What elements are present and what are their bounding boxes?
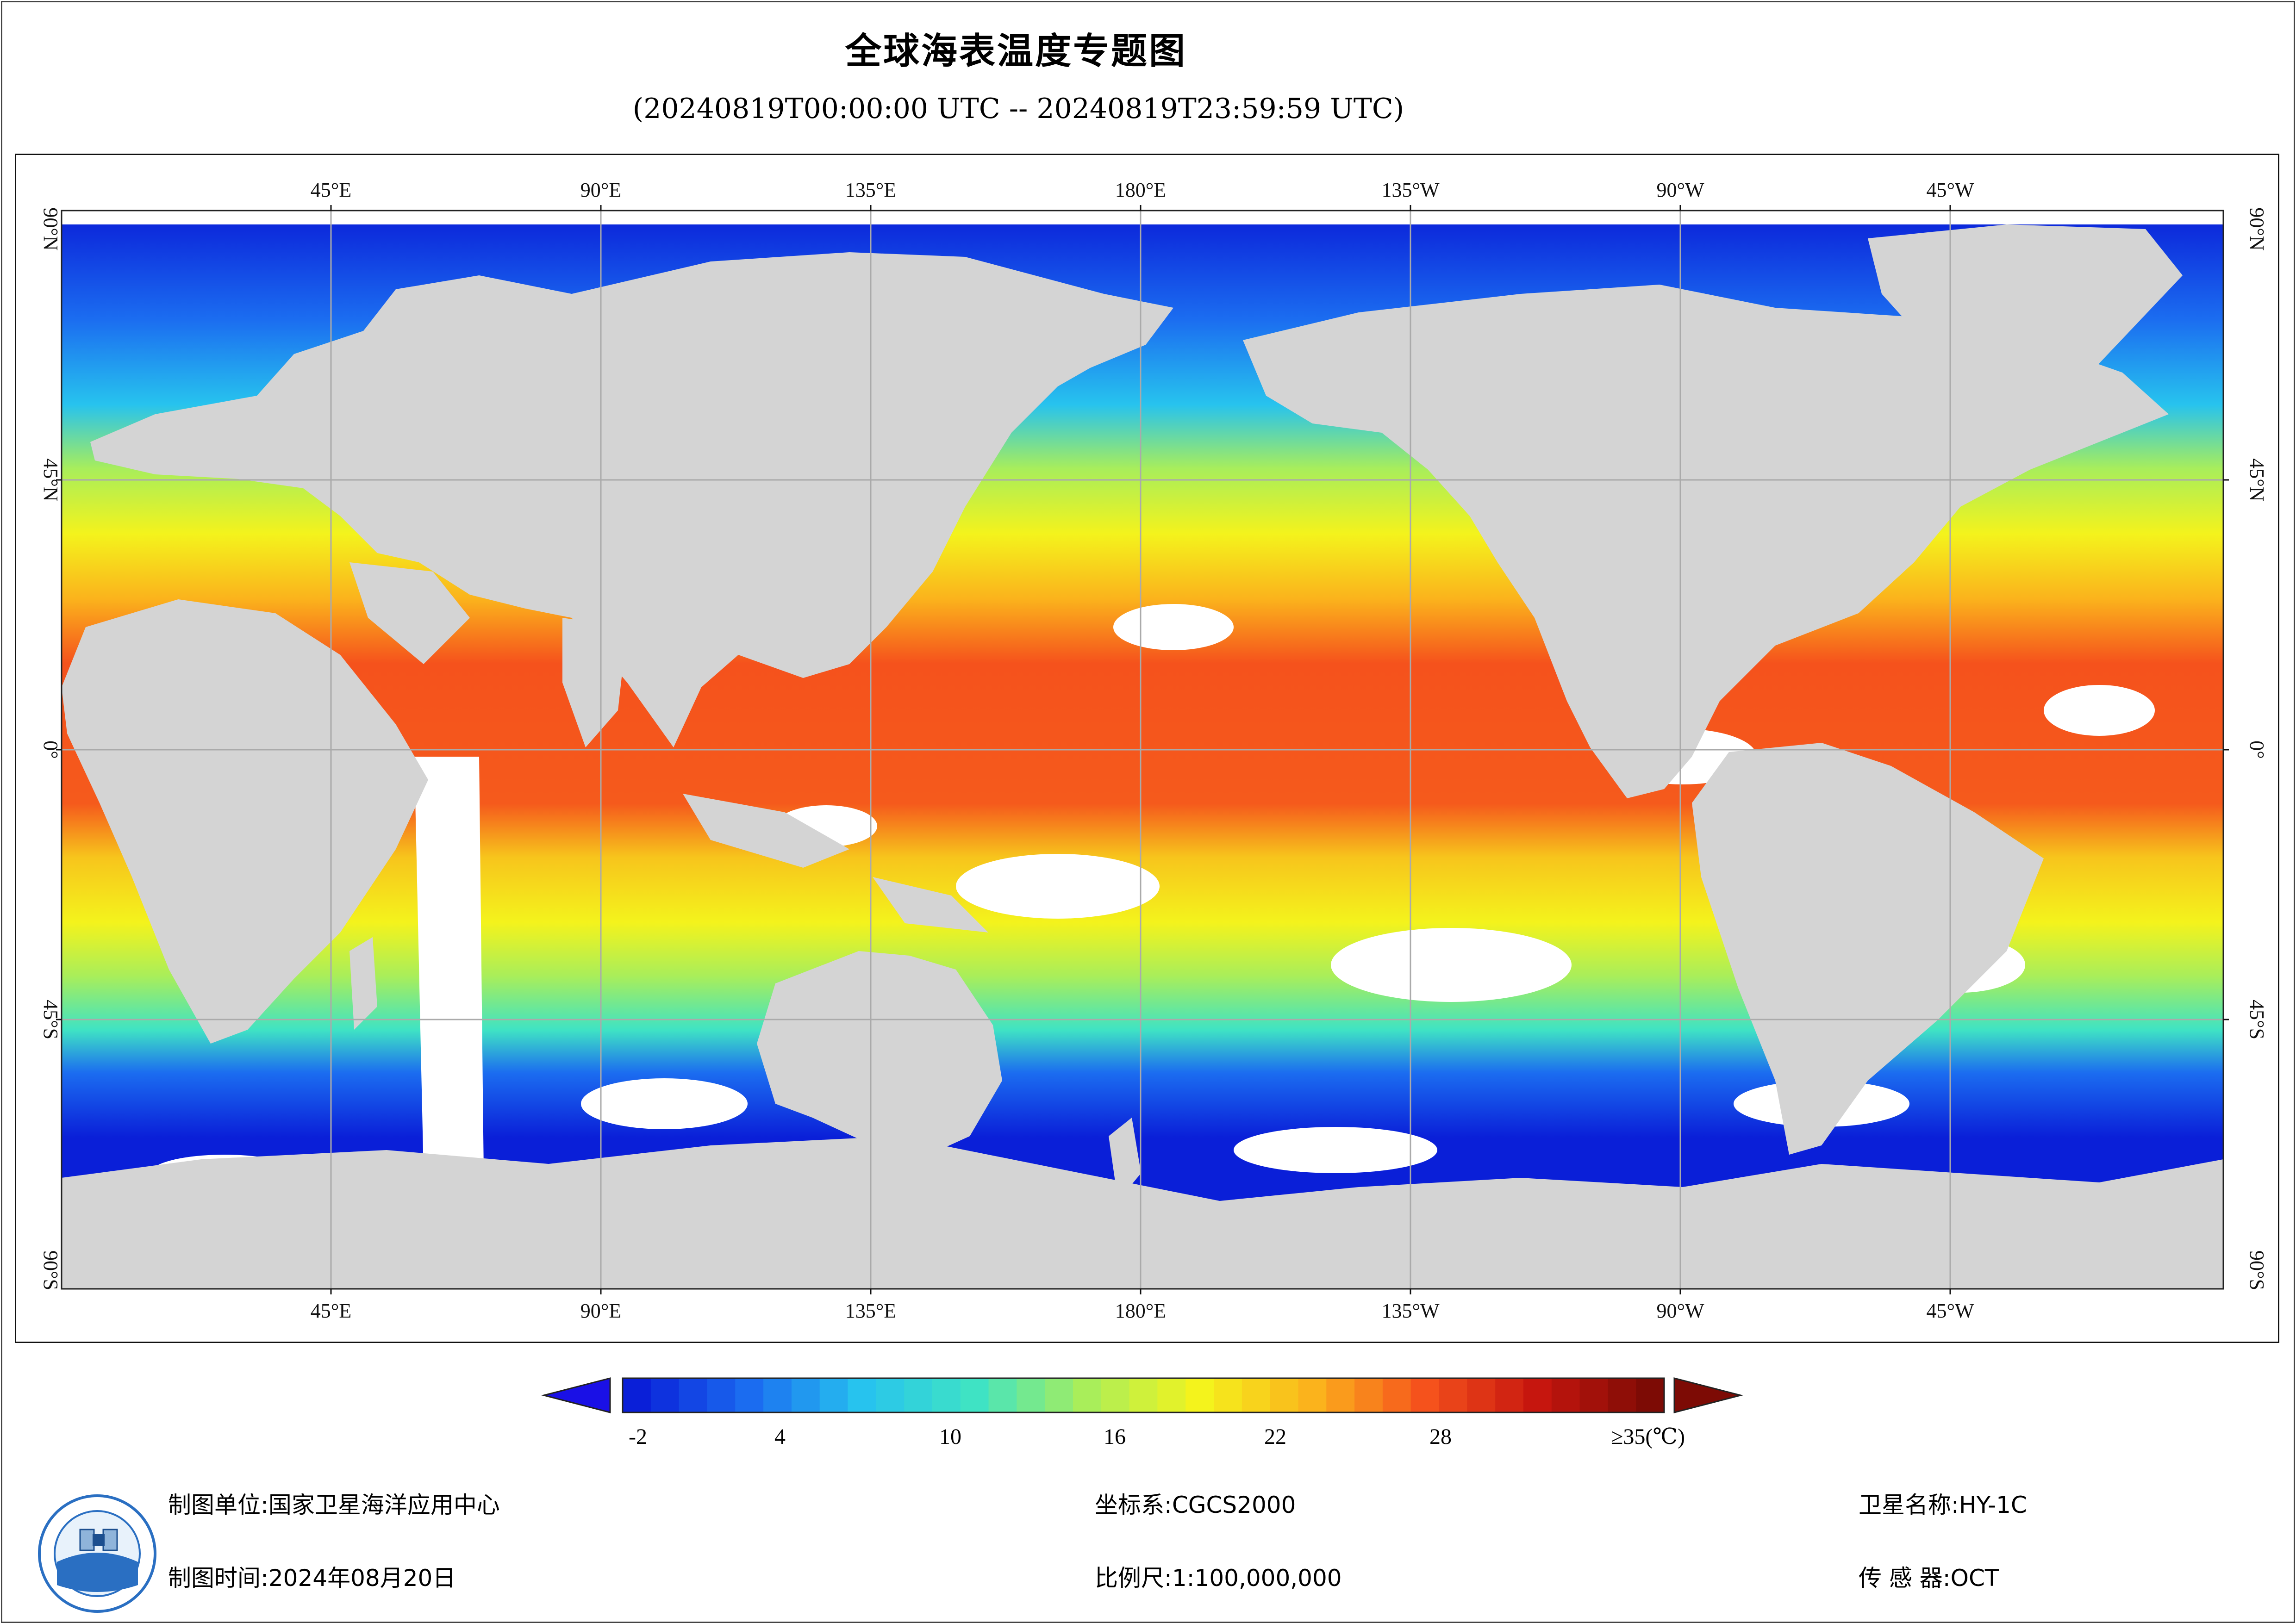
- footer-unit-label: 制图单位:: [168, 1492, 268, 1518]
- lon-label-bottom-180e: 180°E: [1115, 1300, 1166, 1322]
- lat-label-left-45s: 45°S: [39, 1000, 62, 1039]
- lon-label-top-90e: 90°E: [580, 179, 621, 201]
- footer-sensor-value: OCT: [1950, 1565, 1999, 1592]
- lat-label-left-0: 0°: [39, 740, 62, 759]
- lon-label-bottom-45w: 45°W: [1926, 1300, 1974, 1322]
- lon-label-top-45e: 45°E: [311, 179, 351, 201]
- lon-label-bottom-45e: 45°E: [311, 1300, 351, 1322]
- footer-time-label: 制图时间:: [168, 1565, 268, 1592]
- map-title: 全球海表温度专题图: [845, 31, 1187, 72]
- tick-marks: [56, 205, 2229, 1294]
- land-masses: [62, 224, 2223, 1289]
- lon-label-top-135e: 135°E: [845, 179, 896, 201]
- footer-crs: 坐标系:CGCS2000: [1095, 1486, 1296, 1520]
- lon-label-top-180e: 180°E: [1115, 179, 1166, 201]
- eurasia-landmass: [90, 252, 1173, 747]
- footer-unit-value: 国家卫星海洋应用中心: [268, 1492, 500, 1518]
- lat-label-left-90n: 90°N: [39, 207, 62, 250]
- footer-scale-label: 比例尺:: [1095, 1565, 1172, 1592]
- north-america-landmass: [1243, 285, 2169, 798]
- footer-sat-label: 卫星名称:: [1859, 1492, 1959, 1518]
- footer-sensor: 传 感 器:OCT: [1859, 1560, 1999, 1593]
- footer-time: 制图时间:2024年08月20日: [168, 1560, 455, 1593]
- nsoas-logo: [38, 1494, 156, 1613]
- lon-label-bottom-90e: 90°E: [580, 1300, 621, 1322]
- footer-unit: 制图单位:国家卫星海洋应用中心: [168, 1486, 500, 1520]
- maritime-southeast-asia: [683, 794, 849, 868]
- footer-sat-value: HY-1C: [1959, 1492, 2027, 1518]
- footer-sensor-label: 传 感 器:: [1859, 1565, 1951, 1592]
- lon-label-top-45w: 45°W: [1926, 179, 1974, 201]
- lat-label-right-90n: 90°N: [2246, 207, 2268, 250]
- time-range-subtitle: (20240819T00:00:00 UTC -- 20240819T23:59…: [632, 93, 1404, 125]
- australia-landmass: [757, 951, 1002, 1159]
- new-zealand: [1109, 1118, 1141, 1201]
- arabia-india: [349, 562, 470, 664]
- lon-label-top-135w: 135°W: [1381, 179, 1440, 201]
- sst-map: 45°E 90°E 135°E 180°E 135°W 90°W 45°W 45…: [39, 179, 2268, 1322]
- lat-label-right-90s: 90°S: [2246, 1250, 2268, 1290]
- lat-label-left-90s: 90°S: [39, 1250, 62, 1290]
- lat-label-right-45n: 45°N: [2246, 458, 2268, 501]
- lon-label-bottom-90w: 90°W: [1656, 1300, 1704, 1322]
- africa-landmass: [62, 599, 428, 1044]
- footer-crs-label: 坐标系:: [1095, 1492, 1172, 1518]
- footer-crs-value: CGCS2000: [1172, 1492, 1296, 1518]
- lat-label-right-0: 0°: [2246, 740, 2268, 759]
- lon-label-top-90w: 90°W: [1656, 179, 1704, 201]
- madagascar: [349, 937, 377, 1030]
- lon-label-bottom-135w: 135°W: [1381, 1300, 1440, 1322]
- lat-label-right-45s: 45°S: [2246, 1000, 2268, 1039]
- footer-satellite: 卫星名称:HY-1C: [1859, 1486, 2027, 1520]
- south-america-landmass: [1692, 743, 2044, 1155]
- footer-scale-value: 1:100,000,000: [1172, 1565, 1342, 1592]
- map-frame: 45°E 90°E 135°E 180°E 135°W 90°W 45°W 45…: [15, 154, 2279, 1343]
- footer-scale: 比例尺:1:100,000,000: [1095, 1560, 1342, 1593]
- lon-label-bottom-135e: 135°E: [845, 1300, 896, 1322]
- lat-label-left-45n: 45°N: [39, 458, 62, 501]
- footer-time-value: 2024年08月20日: [268, 1565, 456, 1592]
- greenland: [1868, 224, 2183, 414]
- graticule: [62, 211, 2223, 1289]
- antarctica-landmass: [62, 1136, 2223, 1289]
